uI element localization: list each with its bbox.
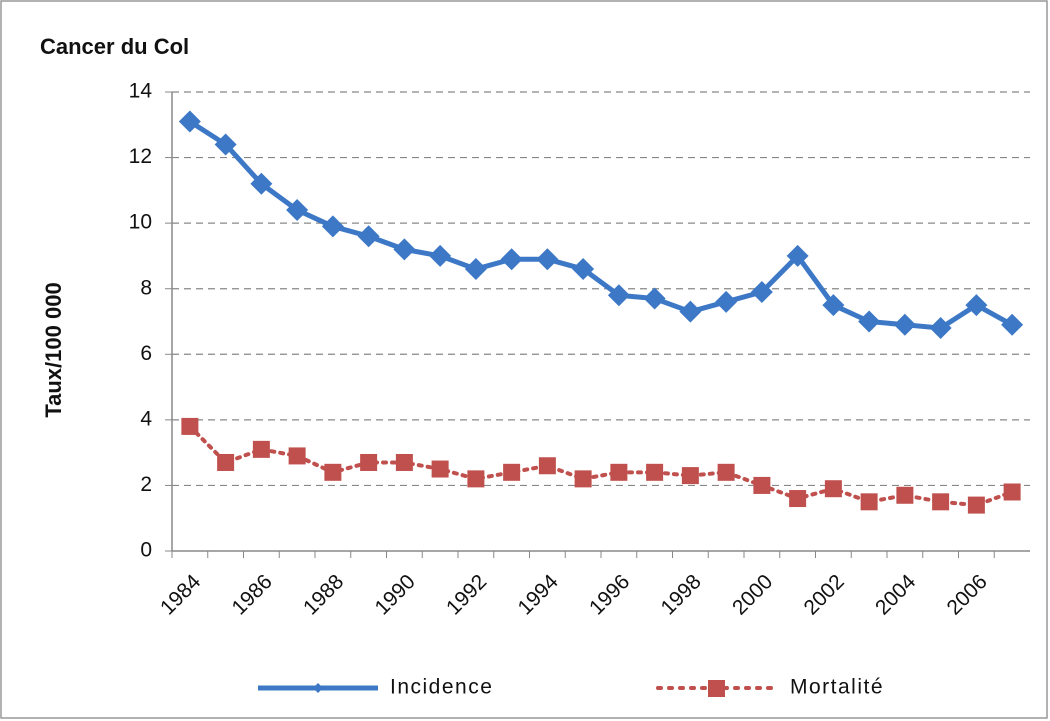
data-point [250, 172, 273, 195]
data-point [824, 480, 842, 498]
y-tick-label: 6 [140, 342, 152, 365]
legend-label: Mortalité [790, 676, 884, 699]
data-point [1003, 483, 1021, 501]
data-point [607, 284, 630, 307]
data-point [467, 470, 485, 488]
data-point [789, 490, 807, 508]
data-point [860, 493, 878, 511]
data-point [822, 294, 845, 317]
data-point [252, 440, 270, 458]
data-point [393, 238, 416, 261]
data-point [610, 463, 628, 481]
data-point [500, 248, 523, 271]
y-tick-label: 0 [140, 539, 152, 562]
data-point [536, 248, 559, 271]
data-point [893, 313, 916, 336]
y-tick-label: 2 [140, 473, 152, 496]
y-tick-label: 10 [129, 211, 152, 234]
y-axis-label: Taux/100 000 [41, 282, 66, 417]
data-point [178, 110, 201, 133]
data-point [464, 258, 487, 281]
data-point [715, 290, 738, 313]
data-point [572, 258, 595, 281]
data-point [929, 317, 952, 340]
data-point [1001, 313, 1024, 336]
data-point [321, 215, 344, 238]
data-point [679, 300, 702, 323]
data-point [357, 225, 380, 248]
data-point [750, 280, 773, 303]
data-point [429, 244, 452, 267]
y-tick-label: 4 [140, 407, 152, 430]
data-point [932, 493, 950, 511]
legend-marker [313, 683, 323, 693]
data-point [681, 467, 699, 485]
y-tick-label: 8 [140, 276, 152, 299]
data-point [786, 244, 809, 267]
data-point [503, 463, 521, 481]
data-point [967, 496, 985, 514]
data-point [431, 460, 449, 478]
data-point [538, 457, 556, 475]
data-point [395, 453, 413, 471]
data-point [217, 453, 235, 471]
data-point [360, 453, 378, 471]
data-point [286, 199, 309, 222]
data-point [643, 287, 666, 310]
data-point [181, 417, 199, 435]
legend-marker [708, 680, 725, 697]
data-point [324, 463, 342, 481]
data-point [858, 310, 881, 333]
data-point [717, 463, 735, 481]
data-point [753, 476, 771, 494]
legend-label: Incidence [390, 676, 493, 699]
y-tick-label: 12 [129, 145, 152, 168]
data-point [896, 486, 914, 504]
data-point [288, 447, 306, 465]
chart-title: Cancer du Col [40, 34, 189, 59]
data-point [965, 294, 988, 317]
data-point [574, 470, 592, 488]
y-tick-label: 14 [129, 80, 153, 103]
data-point [646, 463, 664, 481]
data-point [214, 133, 237, 156]
